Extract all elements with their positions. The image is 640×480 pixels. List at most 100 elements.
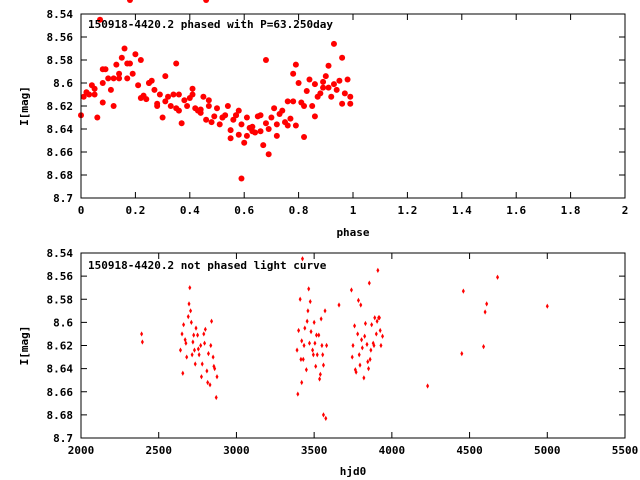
phased-y-tick-label: 8.66	[47, 146, 74, 159]
data-point	[347, 100, 354, 107]
data-point	[181, 97, 188, 104]
data-point	[184, 340, 188, 346]
data-point	[191, 339, 195, 345]
light-curve-x-tick-label: 5000	[534, 444, 561, 457]
data-point	[545, 303, 549, 309]
data-point	[363, 333, 367, 339]
data-point	[460, 350, 464, 357]
data-point	[373, 315, 377, 321]
data-point	[306, 76, 313, 83]
data-point	[370, 322, 374, 328]
data-point	[196, 346, 200, 352]
data-point	[268, 114, 275, 121]
data-point	[126, 0, 133, 3]
phased-x-tick-label: 2	[622, 204, 629, 217]
data-point	[337, 302, 341, 308]
data-point	[214, 394, 218, 401]
data-point	[143, 96, 150, 103]
phased-y-tick-label: 8.54	[47, 8, 74, 21]
data-point	[303, 325, 307, 331]
data-point	[162, 98, 169, 105]
data-point	[235, 131, 242, 138]
data-point	[292, 122, 299, 129]
data-point	[341, 90, 348, 97]
data-point	[227, 135, 234, 142]
data-point	[113, 61, 120, 68]
data-point	[325, 84, 332, 91]
data-point	[219, 114, 226, 121]
data-point	[315, 352, 319, 358]
phased-x-tick-label: 1.6	[506, 204, 526, 217]
data-point	[193, 361, 197, 367]
data-point	[170, 91, 177, 98]
data-point	[202, 331, 206, 337]
data-point	[324, 415, 328, 421]
light-curve-x-tick-label: 3000	[223, 444, 250, 457]
data-point	[257, 112, 264, 119]
data-point	[197, 352, 201, 358]
data-point	[197, 109, 204, 116]
data-point	[252, 129, 259, 136]
data-point	[175, 91, 182, 98]
light-curve-x-ticks: 2000 2500 3000 3500 4000 4500 5000 5500	[68, 253, 639, 457]
phased-x-tick-label: 0.8	[289, 204, 309, 217]
data-point	[369, 347, 373, 353]
phased-y-axis-label: I[mag]	[18, 86, 31, 126]
data-point	[154, 103, 161, 109]
light-curve-y-tick-label: 8.7	[53, 432, 73, 445]
data-point	[313, 340, 317, 346]
light-curve-x-tick-label: 5500	[612, 444, 639, 457]
data-point	[290, 70, 297, 77]
data-point	[287, 115, 294, 122]
data-point	[209, 342, 213, 349]
data-point	[379, 342, 383, 349]
data-point	[320, 78, 327, 85]
data-point	[99, 99, 106, 106]
data-point	[325, 342, 329, 349]
light-curve-x-tick-label: 4500	[456, 444, 483, 457]
data-point	[311, 347, 315, 353]
data-point	[336, 77, 343, 84]
data-point	[86, 91, 93, 98]
data-point	[368, 356, 372, 362]
data-point	[311, 352, 315, 358]
data-point	[235, 107, 242, 114]
data-point	[328, 93, 335, 100]
data-point	[151, 86, 158, 93]
data-point	[206, 350, 210, 357]
data-point	[312, 319, 316, 325]
data-point	[97, 16, 104, 23]
data-point	[284, 122, 291, 129]
data-point	[306, 308, 310, 314]
phased-x-tick-label: 0	[78, 204, 85, 217]
data-point	[356, 331, 360, 337]
light-curve-y-tick-label: 8.58	[47, 293, 74, 306]
data-point	[238, 121, 245, 128]
data-point	[271, 105, 278, 112]
phased-plot-frame	[80, 13, 626, 199]
data-point	[203, 0, 210, 3]
data-point	[132, 51, 139, 58]
data-point	[377, 315, 381, 321]
data-point	[243, 114, 250, 121]
data-point	[295, 347, 299, 353]
data-point	[188, 285, 192, 291]
data-point	[210, 318, 214, 324]
data-point	[339, 100, 346, 107]
phased-plot-title: 150918-4420.2 phased with P=63.250day	[88, 18, 333, 31]
data-point	[308, 298, 312, 305]
data-point	[80, 93, 87, 100]
phased-y-tick-label: 8.6	[53, 77, 73, 90]
data-point	[374, 331, 378, 337]
data-point	[178, 347, 182, 353]
data-point	[297, 327, 301, 334]
data-point	[363, 320, 367, 327]
data-point	[309, 103, 316, 109]
data-point	[249, 123, 256, 130]
data-point	[311, 81, 318, 88]
light-curve-y-tick-label: 8.56	[47, 270, 74, 283]
data-point	[185, 354, 189, 360]
data-point	[372, 342, 376, 349]
data-point	[330, 40, 337, 47]
data-point	[295, 80, 302, 86]
